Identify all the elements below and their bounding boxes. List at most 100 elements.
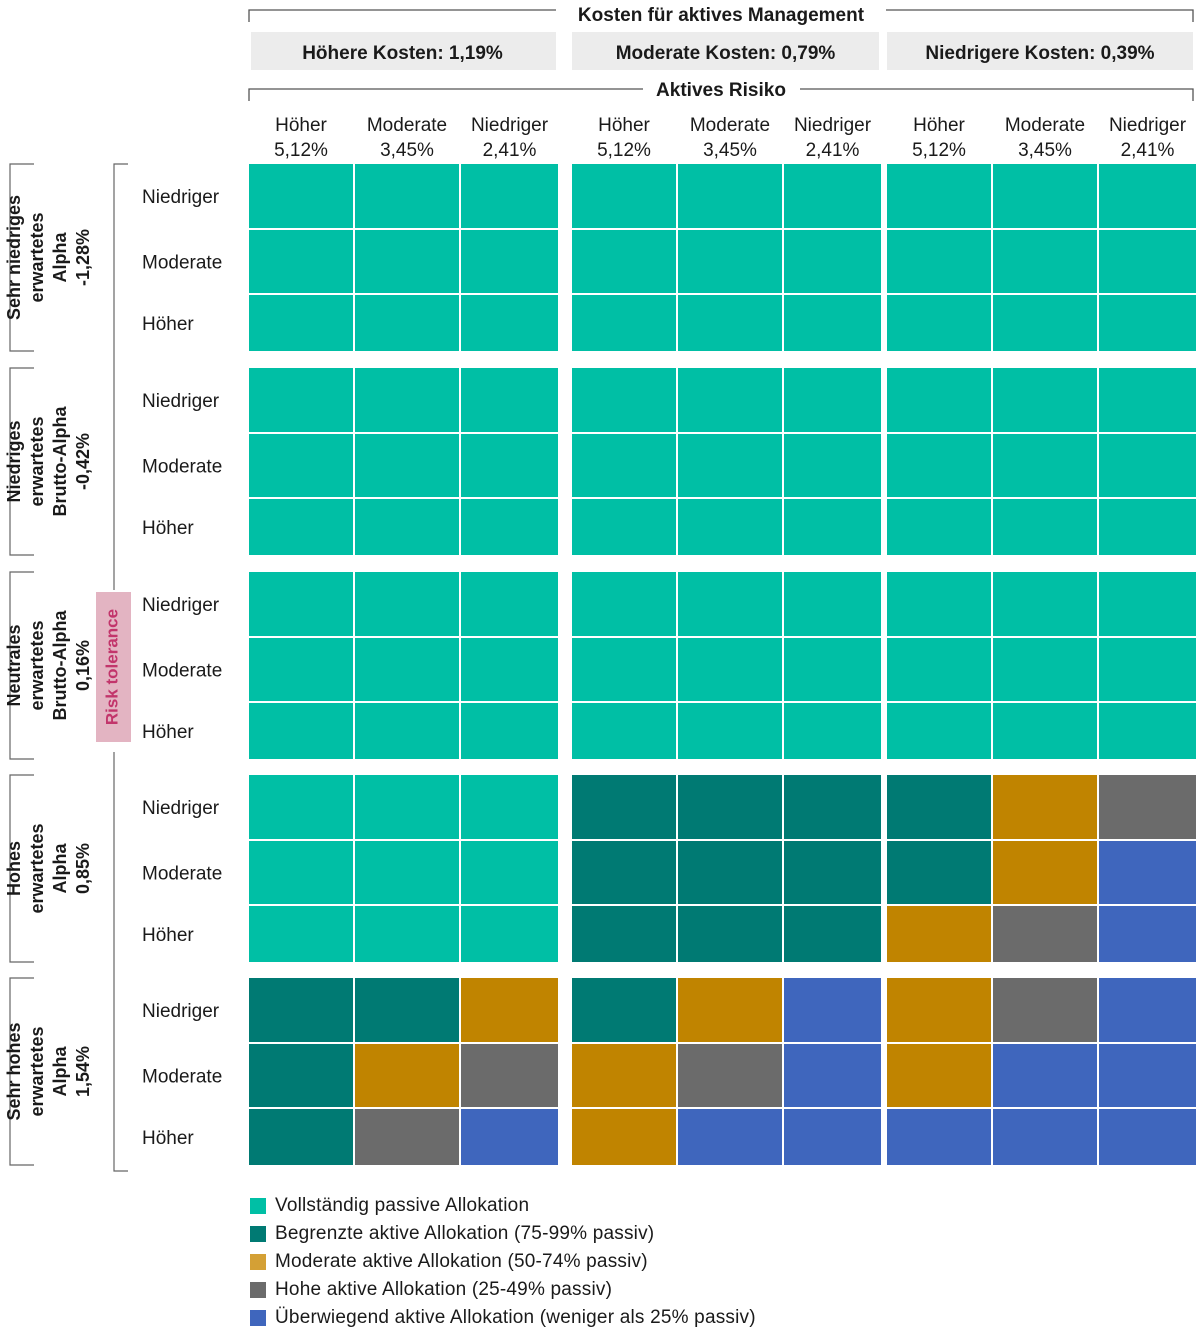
heatmap-cell <box>355 434 459 497</box>
row-label: Moderate <box>142 661 222 682</box>
heatmap-cell <box>355 906 459 962</box>
heatmap-cell <box>993 775 1097 839</box>
heatmap-cell <box>887 978 991 1042</box>
heatmap-cell <box>461 775 558 839</box>
heatmap-cell <box>249 703 353 759</box>
heatmap-cell <box>355 978 459 1042</box>
risk-bracket <box>113 752 128 1172</box>
heatmap-cell <box>678 1109 782 1165</box>
heatmap-cell <box>1099 1109 1196 1165</box>
heatmap-cell <box>461 703 558 759</box>
heatmap-cell <box>784 906 881 962</box>
row-label: Höher <box>142 925 194 946</box>
heatmap-cell <box>461 978 558 1042</box>
heatmap-cell <box>461 1109 558 1165</box>
alpha-group-label: Hohes <box>4 841 24 896</box>
heatmap-cell <box>355 703 459 759</box>
alpha-group-label: 0,16% <box>73 640 93 691</box>
heatmap-cell <box>461 499 558 555</box>
heatmap-cell <box>678 906 782 962</box>
column-label: Höher <box>275 115 327 136</box>
heatmap-cell <box>249 638 353 701</box>
heatmap-cell <box>784 703 881 759</box>
legend-swatch <box>250 1254 266 1270</box>
alpha-group-label: Brutto-Alpha <box>50 610 70 721</box>
heatmap-cell <box>572 230 676 293</box>
heatmap-cell <box>993 1044 1097 1107</box>
alpha-group-label: erwartetes <box>27 416 47 506</box>
heatmap-cell <box>1099 703 1196 759</box>
heatmap-cell <box>461 572 558 636</box>
alpha-group-label: Niedriges <box>4 420 24 502</box>
alpha-group-label: erwartetes <box>27 620 47 710</box>
heatmap-cell <box>784 572 881 636</box>
heatmap-cell <box>887 906 991 962</box>
heatmap-cell <box>355 638 459 701</box>
heatmap-cell <box>678 978 782 1042</box>
heatmap-cell <box>461 434 558 497</box>
cost-group-label: Moderate Kosten: 0,79% <box>616 43 836 64</box>
heatmap-cell <box>1099 295 1196 351</box>
heatmap-cell <box>993 230 1097 293</box>
legend-swatch <box>250 1282 266 1298</box>
heatmap-cell <box>784 978 881 1042</box>
column-label: Moderate <box>367 115 447 136</box>
heatmap-cell <box>249 368 353 432</box>
heatmap-cell <box>993 841 1097 904</box>
axis-title: Kosten für aktives Management <box>578 5 865 26</box>
alpha-group-label: erwartetes <box>27 212 47 302</box>
alpha-group-label: erwartetes <box>27 823 47 913</box>
column-value: 2,41% <box>483 140 537 161</box>
heatmap-cell <box>572 164 676 228</box>
legend: Vollständig passive Allokation Begrenzte… <box>250 1192 756 1332</box>
heatmap-cell <box>993 164 1097 228</box>
heatmap-cell <box>678 368 782 432</box>
heatmap-cell <box>355 841 459 904</box>
group-bracket <box>9 163 34 352</box>
cost-group-box <box>251 32 556 70</box>
heatmap-cell <box>887 775 991 839</box>
heatmap-cell <box>572 1109 676 1165</box>
legend-label: Hohe aktive Allokation (25-49% passiv) <box>275 1279 613 1300</box>
heatmap-cell <box>355 1044 459 1107</box>
heatmap-cell <box>784 638 881 701</box>
legend-swatch <box>250 1310 266 1326</box>
heatmap-cell <box>572 978 676 1042</box>
heatmap-cell <box>249 572 353 636</box>
alpha-group-label: -1,28% <box>73 229 93 286</box>
legend-item: Vollständig passive Allokation <box>250 1192 756 1220</box>
heatmap-cell <box>355 368 459 432</box>
heatmap-cell <box>678 1044 782 1107</box>
heatmap-cell <box>993 1109 1097 1165</box>
heatmap-cell <box>678 703 782 759</box>
heatmap-cell <box>993 368 1097 432</box>
alpha-group-label: Alpha <box>50 843 70 894</box>
group-bracket <box>9 774 34 963</box>
heatmap-cell <box>461 841 558 904</box>
heatmap-cell <box>887 499 991 555</box>
heatmap-cell <box>355 1109 459 1165</box>
alpha-group-label: Brutto-Alpha <box>50 406 70 517</box>
heatmap-cell <box>249 295 353 351</box>
heatmap-cell <box>461 906 558 962</box>
column-label: Höher <box>913 115 965 136</box>
column-label: Höher <box>598 115 650 136</box>
heatmap-cell <box>1099 368 1196 432</box>
heatmap-cell <box>784 368 881 432</box>
legend-swatch <box>250 1226 266 1242</box>
heatmap-cell <box>678 841 782 904</box>
legend-item: Moderate aktive Allokation (50-74% passi… <box>250 1248 756 1276</box>
column-value: 2,41% <box>806 140 860 161</box>
column-value: 3,45% <box>380 140 434 161</box>
heatmap-cell <box>461 1044 558 1107</box>
legend-label: Begrenzte aktive Allokation (75-99% pass… <box>275 1223 655 1244</box>
heatmap-cell <box>887 841 991 904</box>
cost-group-label: Niedrigere Kosten: 0,39% <box>925 43 1154 64</box>
heatmap-cell <box>678 572 782 636</box>
legend-label: Überwiegend aktive Allokation (weniger a… <box>275 1307 756 1328</box>
heatmap-cell <box>993 434 1097 497</box>
cost-group-box <box>887 32 1193 70</box>
heatmap-cell <box>887 368 991 432</box>
legend-item: Hohe aktive Allokation (25-49% passiv) <box>250 1276 756 1304</box>
heatmap-cell <box>887 1044 991 1107</box>
